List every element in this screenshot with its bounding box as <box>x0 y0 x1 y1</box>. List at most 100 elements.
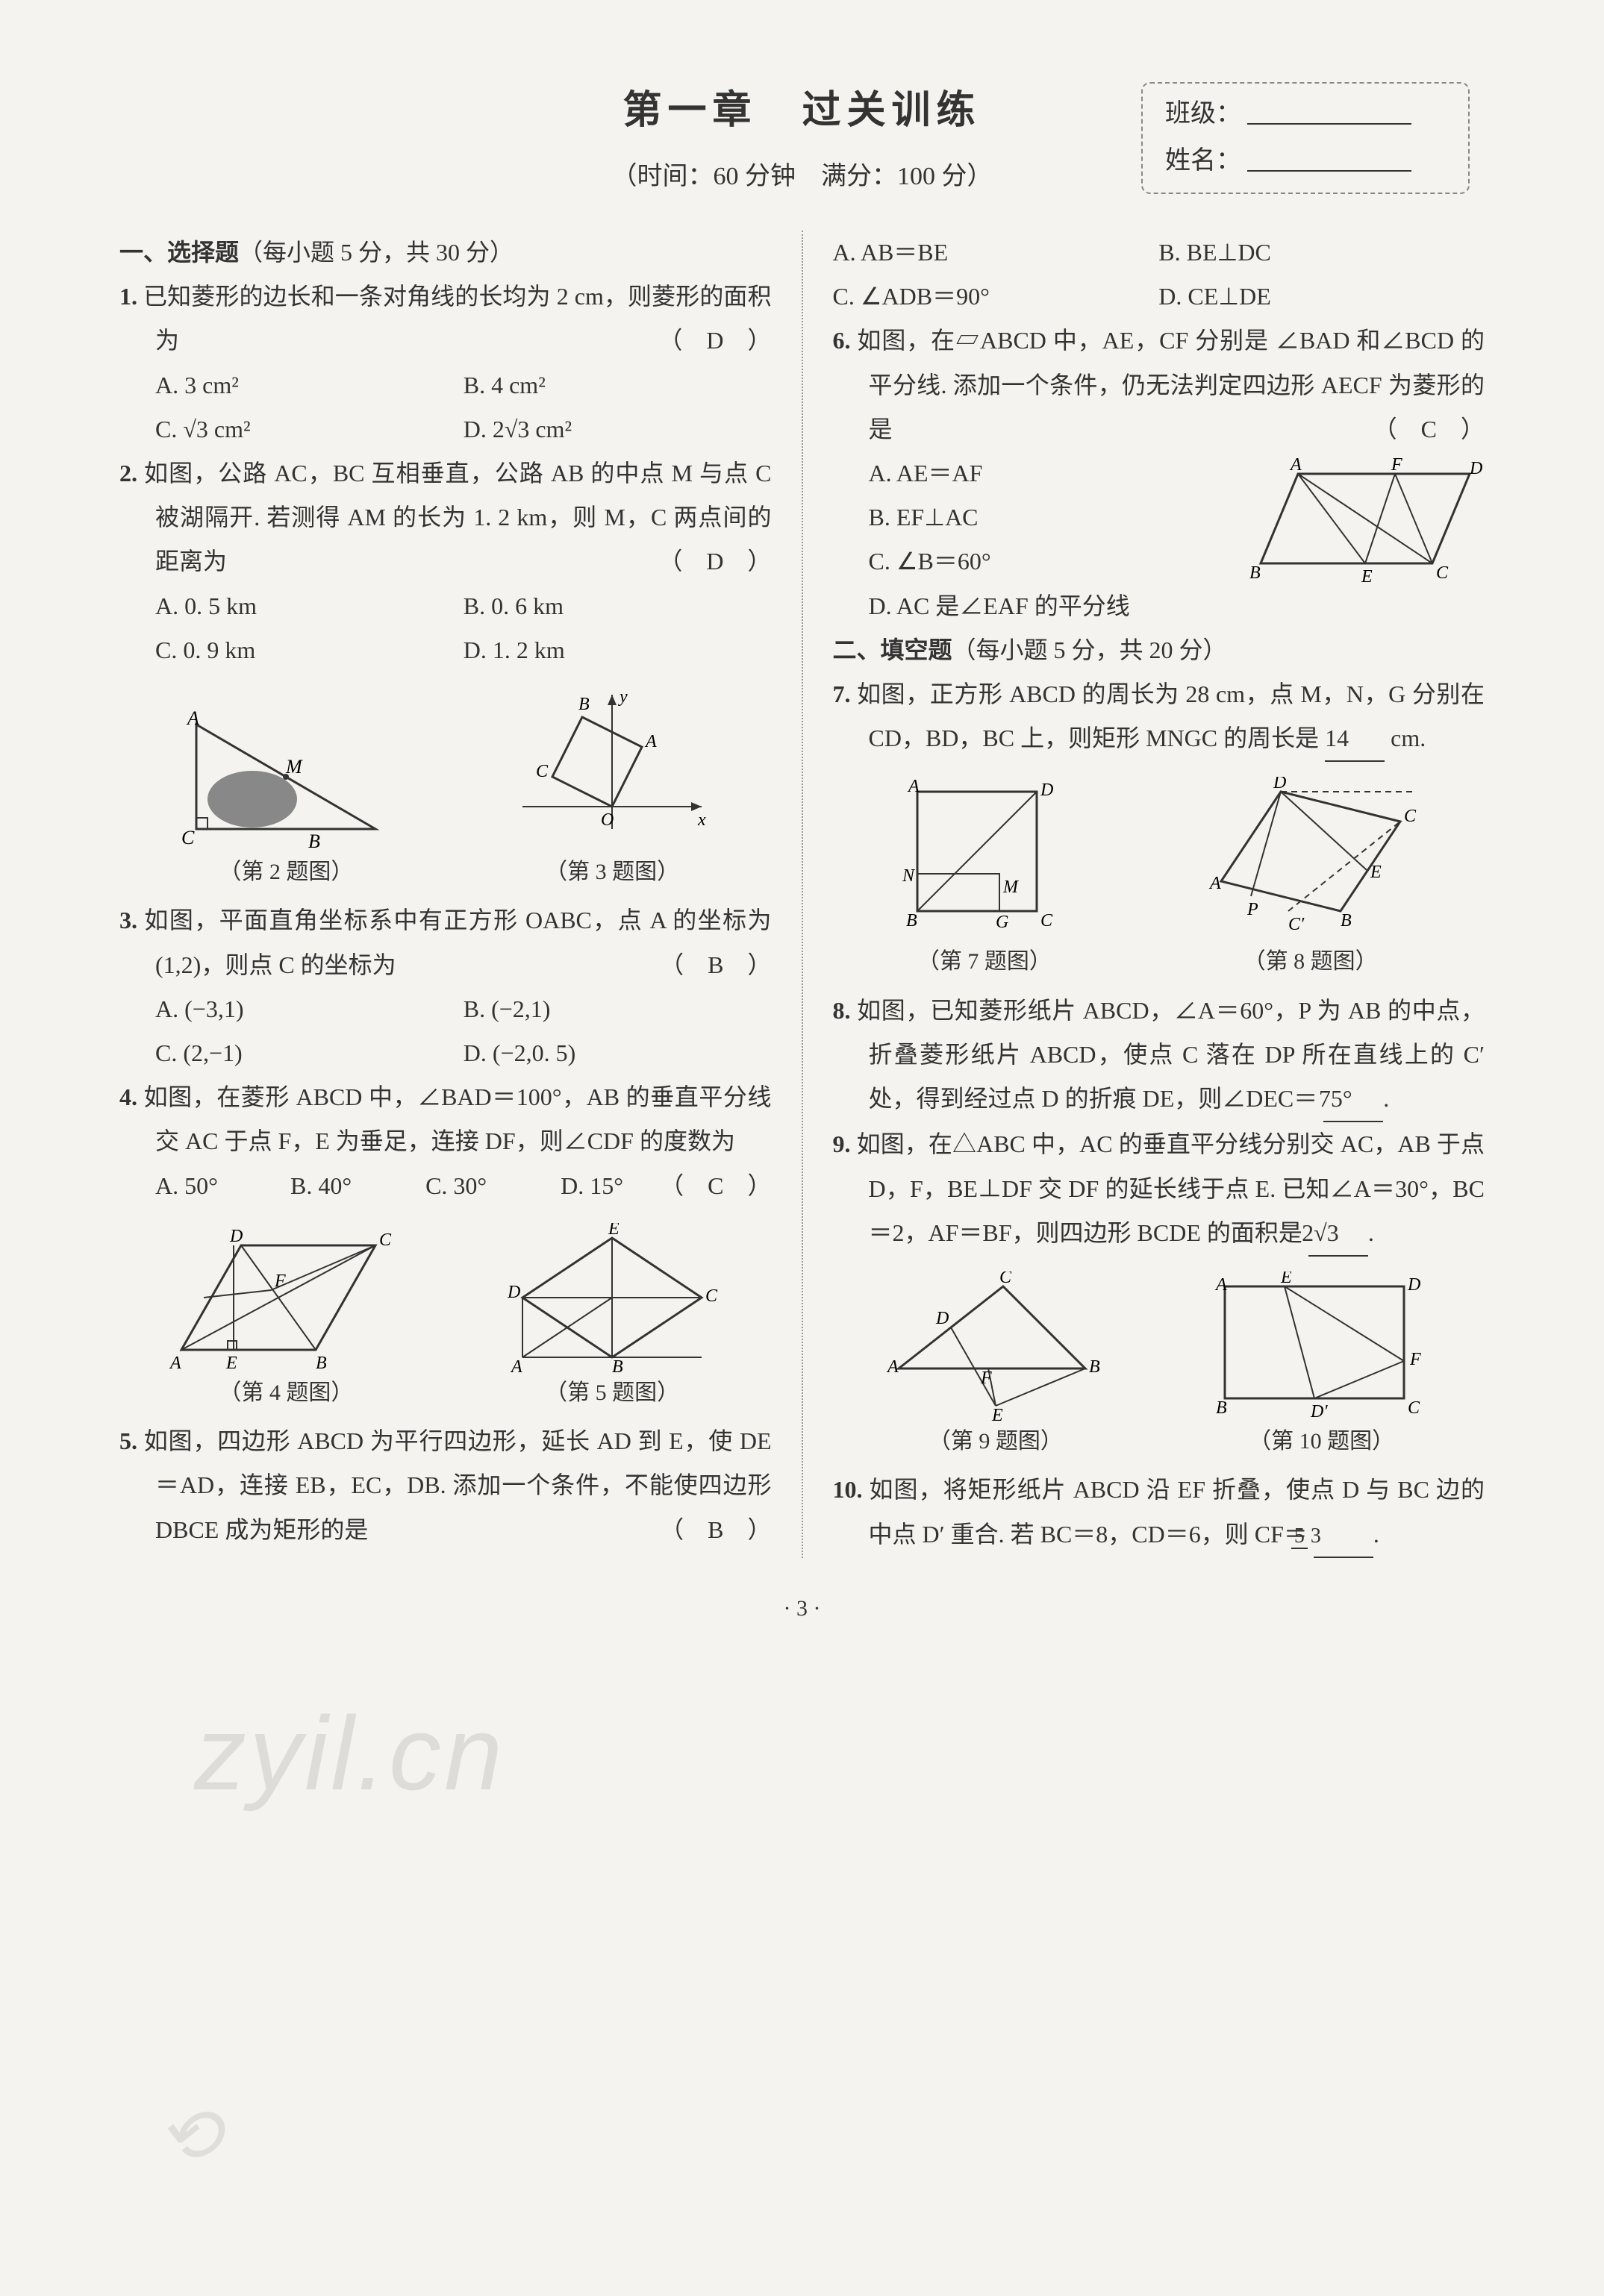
q6-num: 6. <box>833 327 851 354</box>
svg-text:A: A <box>886 1357 899 1377</box>
watermark: zyil.cn <box>194 1657 505 1850</box>
student-info-box: 班级： 姓名： <box>1141 82 1470 194</box>
svg-text:C′: C′ <box>1288 915 1305 934</box>
figure-q4: D C A B E F <box>166 1223 405 1372</box>
q5-answer: （ B ） <box>696 1508 771 1552</box>
question-9: 9. 如图，在△ABC 中，AC 的垂直平分线分别交 AC，AB 于点 D，F，… <box>833 1122 1485 1257</box>
svg-text:C: C <box>181 827 195 848</box>
svg-text:D: D <box>935 1309 949 1328</box>
question-8: 8. 如图，已知菱形纸片 ABCD，∠A＝60°，P 为 AB 的中点，折叠菱形… <box>833 989 1485 1123</box>
svg-text:G: G <box>996 913 1008 932</box>
name-blank[interactable] <box>1247 154 1411 172</box>
figure-q8: D C A B P E C′ <box>1191 777 1430 941</box>
q1-options: A. 3 cm²B. 4 cm² C. √3 cm²D. 2√3 cm² <box>119 363 772 451</box>
svg-text:F: F <box>1409 1350 1421 1369</box>
q8-text: 如图，已知菱形纸片 ABCD，∠A＝60°，P 为 AB 的中点，折叠菱形纸片 … <box>857 997 1485 1112</box>
figure-q5: E C D A B <box>500 1223 724 1372</box>
question-1: 1. 已知菱形的边长和一条对角线的长均为 2 cm，则菱形的面积为 （ D ） <box>119 275 772 363</box>
svg-text:C: C <box>1408 1398 1420 1418</box>
svg-text:x: x <box>697 810 706 830</box>
svg-text:C: C <box>379 1230 392 1250</box>
q6-options: A. AE＝AF B. EF⊥AC C. ∠B＝60° D. AC 是∠EAF … <box>833 451 1232 628</box>
svg-text:A: A <box>169 1354 181 1372</box>
svg-text:E: E <box>1370 863 1382 882</box>
question-3: 3. 如图，平面直角坐标系中有正方形 OABC，点 A 的坐标为(1,2)，则点… <box>119 898 772 986</box>
svg-text:A: A <box>1208 874 1221 893</box>
q7-num: 7. <box>833 681 851 707</box>
q10-num: 10. <box>833 1476 863 1503</box>
svg-text:C: C <box>536 762 549 781</box>
q4-answer: （ C ） <box>696 1164 771 1208</box>
svg-text:B: B <box>308 830 320 851</box>
figure-q9: A C B D F E <box>876 1271 1115 1421</box>
q2-caption: （第 2 题图） <box>174 851 398 893</box>
section1-head: 一、选择题 <box>119 239 239 266</box>
svg-text:A: A <box>644 732 657 751</box>
q4-text: 如图，在菱形 ABCD 中，∠BAD＝100°，AB 的垂直平分线交 AC 于点… <box>144 1083 772 1154</box>
svg-text:C: C <box>1040 911 1053 930</box>
svg-text:F: F <box>980 1368 992 1388</box>
figures-q7-q8: A D B C M N G （第 7 题图） D <box>833 777 1485 983</box>
q4-caption: （第 4 题图） <box>166 1372 405 1414</box>
question-7: 7. 如图，正方形 ABCD 的周长为 28 cm，点 M，N，G 分别在 CD… <box>833 672 1485 762</box>
svg-text:A: A <box>1214 1275 1227 1295</box>
class-blank[interactable] <box>1247 107 1411 125</box>
svg-text:B: B <box>1249 563 1261 583</box>
page-number: · 3 · <box>119 1588 1485 1630</box>
figure-q2: A M C B <box>174 702 398 851</box>
q7-answer-blank[interactable]: 14 <box>1325 716 1385 762</box>
name-label: 姓名： <box>1165 147 1241 175</box>
svg-text:C: C <box>999 1271 1012 1287</box>
q8-num: 8. <box>833 997 851 1024</box>
section1-tail: （每小题 5 分，共 30 分） <box>239 239 514 266</box>
question-2: 2. 如图，公路 AC，BC 互相垂直，公路 AB 的中点 M 与点 C 被湖隔… <box>119 451 772 584</box>
svg-text:B: B <box>612 1357 623 1372</box>
svg-text:D: D <box>507 1283 520 1302</box>
svg-text:O: O <box>601 810 614 830</box>
svg-text:D: D <box>1273 777 1286 792</box>
figures-q9-q10: A C B D F E （第 9 题图） A E <box>833 1271 1485 1463</box>
svg-text:B: B <box>1341 911 1352 930</box>
q3-answer: （ B ） <box>696 943 771 987</box>
q5-options: A. AB＝BEB. BE⊥DC C. ∠ADB＝90°D. CE⊥DE <box>833 231 1485 319</box>
q6-answer: （ C ） <box>1409 407 1485 451</box>
q5-num: 5. <box>119 1427 137 1454</box>
right-column: A. AB＝BEB. BE⊥DC C. ∠ADB＝90°D. CE⊥DE 6. … <box>833 231 1485 1558</box>
svg-text:A: A <box>510 1357 522 1372</box>
svg-text:E: E <box>608 1223 620 1239</box>
q8-answer-blank[interactable]: 75° <box>1323 1077 1383 1122</box>
svg-text:C: C <box>1436 563 1449 583</box>
svg-text:B: B <box>1216 1398 1227 1418</box>
q7-caption: （第 7 题图） <box>887 941 1082 983</box>
figures-q2-q3: A M C B （第 2 题图） y x O <box>119 687 772 893</box>
q2-answer: （ D ） <box>694 539 771 584</box>
section2-head: 二、填空题 <box>833 636 952 663</box>
svg-text:D: D <box>1040 781 1053 800</box>
q1-num: 1. <box>119 283 137 310</box>
column-divider <box>802 231 803 1558</box>
svg-text:E: E <box>1280 1271 1292 1287</box>
class-label: 班级： <box>1165 100 1241 128</box>
svg-text:F: F <box>1391 455 1402 475</box>
left-column: 一、选择题（每小题 5 分，共 30 分） 1. 已知菱形的边长和一条对角线的长… <box>119 231 772 1558</box>
q10-caption: （第 10 题图） <box>1202 1421 1441 1463</box>
svg-text:A: A <box>186 707 199 729</box>
q9-caption: （第 9 题图） <box>876 1421 1115 1463</box>
figure-q10: A E D B D′ C F <box>1202 1271 1441 1421</box>
question-6: 6. 如图，在▱ABCD 中，AE，CF 分别是 ∠BAD 和∠BCD 的平分线… <box>833 319 1485 451</box>
svg-text:M: M <box>1002 878 1020 897</box>
q9-text: 如图，在△ABC 中，AC 的垂直平分线分别交 AC，AB 于点 D，F，BE⊥… <box>857 1130 1485 1245</box>
q1-answer: （ D ） <box>694 319 771 363</box>
svg-text:C: C <box>705 1286 718 1306</box>
svg-text:A: A <box>1289 455 1302 475</box>
figure-q7: A D B C M N G <box>887 777 1082 941</box>
q5-caption: （第 5 题图） <box>500 1372 724 1414</box>
svg-text:B: B <box>578 695 590 714</box>
q4-options: A. 50° B. 40° C. 30° D. 15° <box>119 1164 772 1208</box>
svg-text:B: B <box>906 911 917 930</box>
svg-text:A: A <box>907 777 920 796</box>
q10-answer-blank[interactable]: 53 <box>1314 1513 1373 1558</box>
section2-tail: （每小题 5 分，共 20 分） <box>952 636 1227 663</box>
svg-text:E: E <box>1361 567 1373 586</box>
q9-answer-blank[interactable]: 2√3 <box>1308 1211 1368 1257</box>
